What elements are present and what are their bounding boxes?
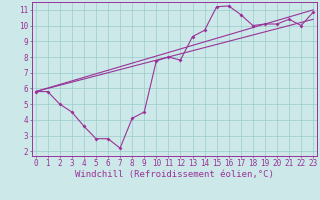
X-axis label: Windchill (Refroidissement éolien,°C): Windchill (Refroidissement éolien,°C) — [75, 170, 274, 179]
